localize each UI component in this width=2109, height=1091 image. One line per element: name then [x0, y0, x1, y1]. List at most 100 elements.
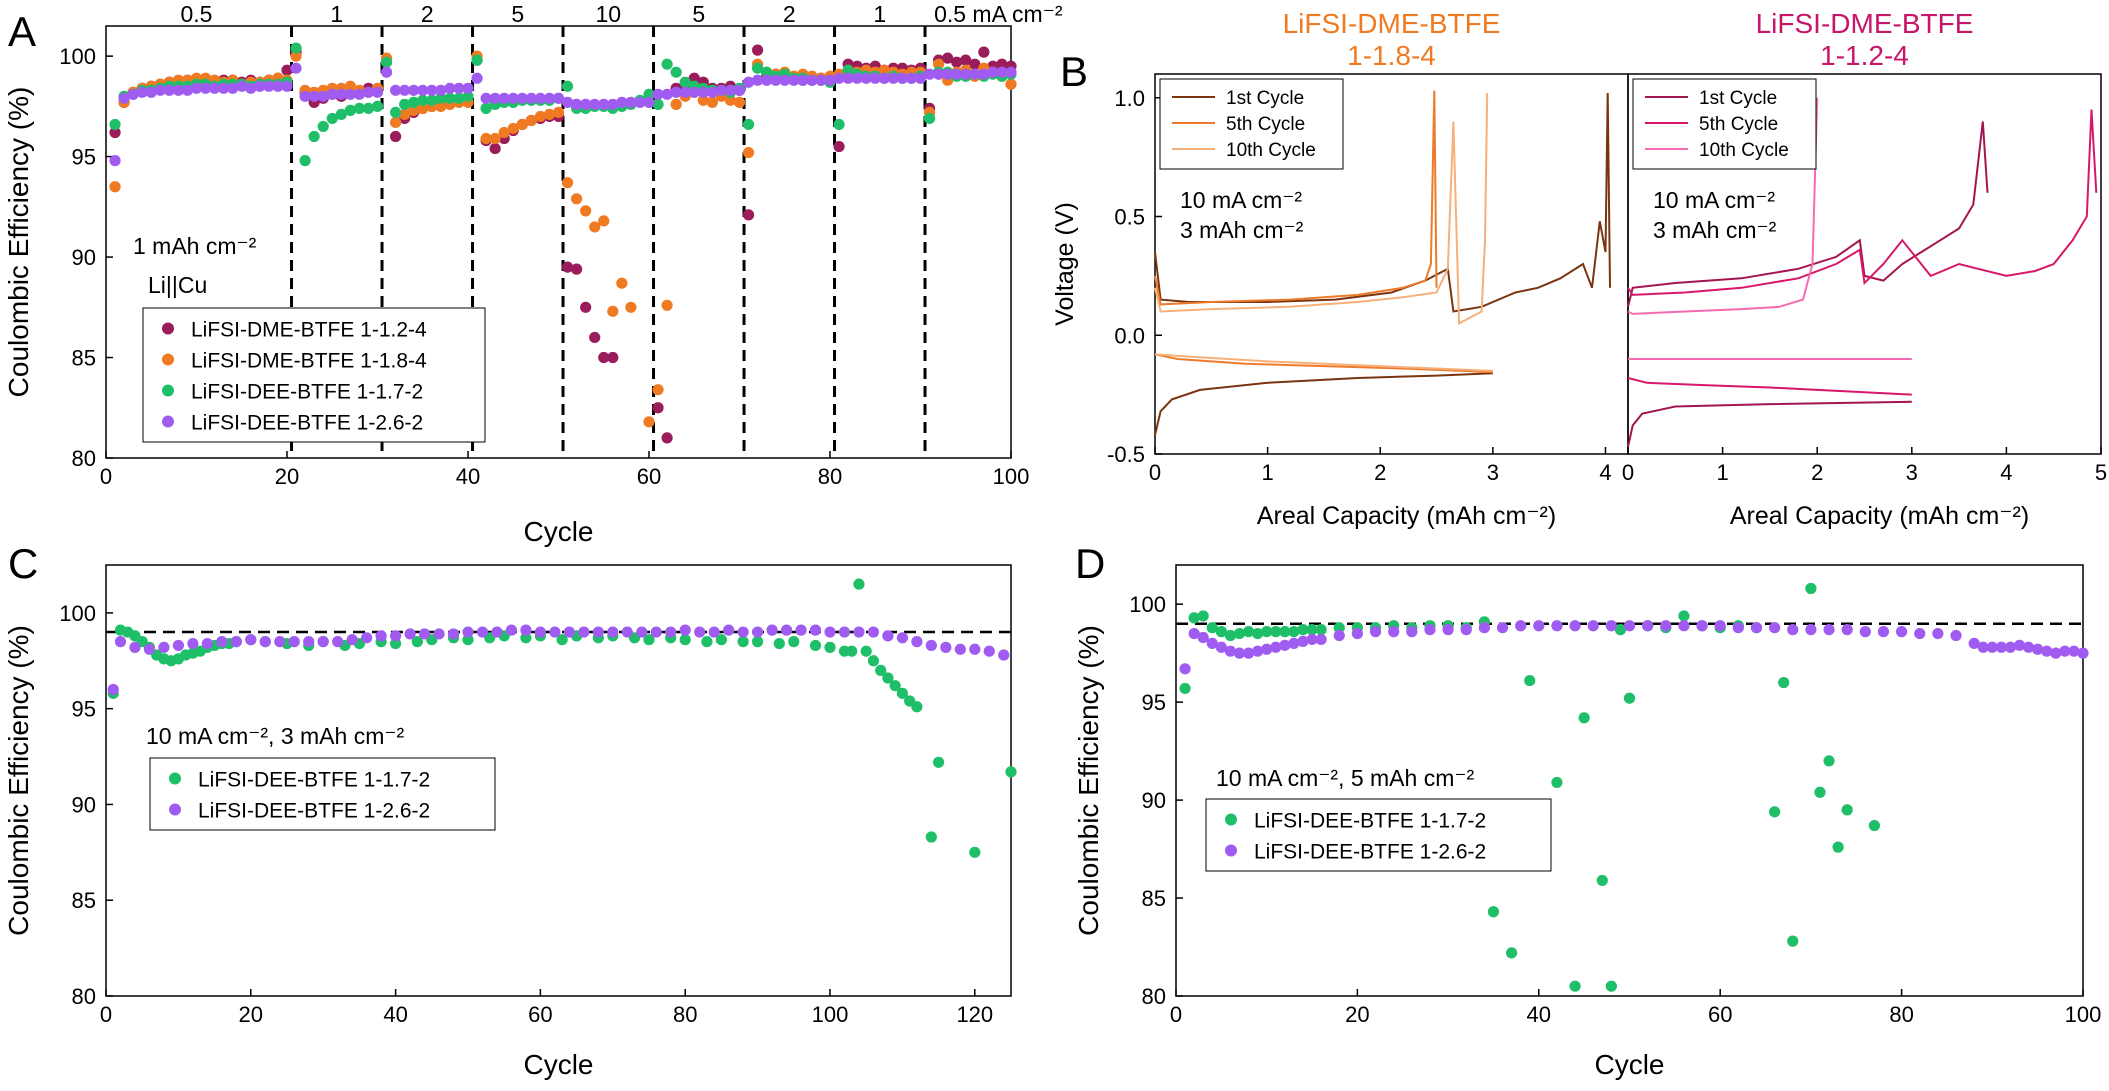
- data-point: [779, 74, 791, 86]
- legend-1st: 1st Cycle: [1226, 88, 1304, 109]
- data-point: [426, 94, 438, 106]
- panel-a: A 0 20 40 60 80 100 80 85 90 95 100 0.5 1 2 5 10 5 2 1 0.5 m…: [3, 1, 1063, 547]
- data-point: [1787, 624, 1799, 636]
- data-point: [143, 643, 156, 655]
- data-point: [983, 645, 995, 657]
- data-point: [733, 84, 746, 96]
- panel-b: B0 1 2 3 4-0.50.00.51.0LiFSI-DME-BTFE1-1.8-4…: [1051, 8, 2107, 530]
- data-point: [272, 80, 284, 92]
- data-point: [227, 82, 239, 94]
- data-point: [390, 116, 402, 129]
- data-point: [245, 82, 257, 94]
- data-point: [1288, 626, 1300, 638]
- data-point: [940, 641, 952, 653]
- data-point: [317, 120, 329, 133]
- data-point: [462, 90, 474, 102]
- data-point: [435, 92, 447, 104]
- data-point: [498, 126, 510, 139]
- data-point: [833, 72, 845, 84]
- data-point: [1932, 627, 1944, 640]
- data-point: [433, 628, 445, 640]
- data-point: [925, 831, 937, 843]
- data-point: [598, 98, 610, 110]
- data-point: [1950, 629, 1962, 642]
- data-point: [752, 74, 764, 86]
- data-point: [706, 96, 718, 108]
- data-point: [1351, 627, 1363, 640]
- data-point: [896, 687, 909, 699]
- data-point: [1369, 626, 1382, 638]
- data-point: [1623, 620, 1636, 632]
- x-tick-label: 1: [1261, 460, 1273, 485]
- data-point: [1306, 624, 1318, 636]
- data-point: [1315, 633, 1327, 646]
- data-point: [616, 277, 628, 289]
- data-point: [833, 140, 845, 153]
- data-point: [923, 112, 936, 125]
- data-point: [308, 90, 320, 102]
- y-tick-label: 95: [1142, 690, 1166, 715]
- y-tick-label: 95: [72, 145, 96, 170]
- data-point: [145, 86, 157, 98]
- data-point: [290, 42, 302, 54]
- data-point: [853, 626, 865, 638]
- capacity-label: 3 mAh cm⁻²: [1180, 217, 1304, 243]
- data-point: [589, 331, 601, 344]
- data-point: [1424, 624, 1436, 636]
- data-point: [869, 72, 881, 84]
- y-axis-label: Coulombic Efficiency (%): [3, 87, 34, 398]
- data-point: [1995, 641, 2007, 653]
- data-point: [516, 92, 528, 104]
- y-tick-label: 100: [59, 601, 96, 626]
- x-tick-label: 80: [673, 1002, 697, 1027]
- data-point: [1215, 641, 1227, 653]
- condition-label: 10 mA cm⁻², 3 mAh cm⁻²: [146, 723, 404, 749]
- data-point: [571, 98, 583, 110]
- data-point: [380, 66, 393, 78]
- data-point: [951, 56, 963, 68]
- data-point: [371, 100, 384, 112]
- data-point: [1832, 841, 1844, 853]
- data-point: [1578, 712, 1590, 724]
- y-tick-label: 100: [59, 44, 96, 69]
- data-point: [1896, 626, 1908, 638]
- data-point: [882, 630, 894, 642]
- data-point: [118, 92, 130, 104]
- data-point: [679, 76, 691, 88]
- data-point: [887, 72, 899, 84]
- legend-entry: LiFSI-DEE-BTFE 1-2.6-2: [1254, 841, 1486, 864]
- legend-box: [142, 307, 486, 443]
- data-point: [851, 72, 863, 84]
- rate-label: 5: [692, 1, 705, 27]
- data-point: [417, 102, 429, 114]
- data-point: [1823, 624, 1835, 636]
- data-point: [543, 92, 556, 104]
- data-point: [1233, 647, 1246, 659]
- data-point: [1551, 620, 1563, 632]
- data-point: [462, 626, 474, 638]
- legend-marker: [162, 384, 174, 397]
- data-point: [2059, 645, 2071, 657]
- data-point: [1814, 786, 1826, 798]
- data-point: [882, 672, 894, 684]
- data-point: [737, 626, 749, 638]
- data-point: [218, 82, 230, 94]
- x-tick-label: 2: [1811, 460, 1823, 485]
- x-tick-label: 4: [1599, 460, 1611, 485]
- data-point: [317, 90, 329, 102]
- data-point: [2032, 643, 2044, 655]
- data-point: [353, 88, 365, 100]
- data-point: [607, 305, 619, 317]
- data-point: [216, 636, 228, 648]
- data-point: [317, 636, 329, 648]
- data-point: [806, 74, 818, 86]
- legend-10th: 10th Cycle: [1226, 140, 1316, 161]
- legend-5th: 5th Cycle: [1226, 114, 1305, 135]
- legend-marker: [162, 322, 174, 335]
- x-tick-label: 100: [812, 1002, 849, 1027]
- x-tick-label: 100: [2065, 1002, 2102, 1027]
- data-point: [1986, 641, 1998, 653]
- data-point: [815, 74, 827, 86]
- data-point: [1279, 639, 1291, 651]
- data-point: [896, 72, 909, 84]
